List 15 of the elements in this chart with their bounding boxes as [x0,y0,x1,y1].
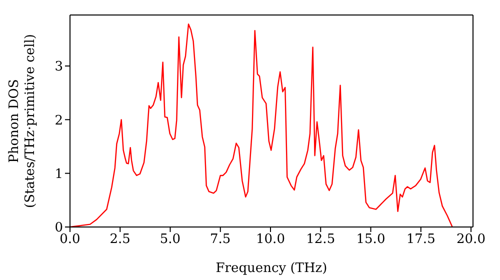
x-tick-label: 2.5 [110,232,130,248]
x-tick-label: 5.0 [160,232,181,248]
x-tick-label: 10.0 [256,232,285,248]
y-axis-title: Phonon DOS (States/THz·primitive cell) [7,34,38,208]
x-tick-label: 15.0 [356,232,386,248]
x-tick-label: 12.5 [306,232,336,248]
x-tick-label: 20.0 [456,232,486,248]
y-tick-label: 1 [54,166,63,182]
y-tick-label: 3 [54,60,63,75]
x-tick-label: 7.5 [210,232,231,248]
x-tick-label: 17.5 [406,232,436,248]
y-tick-label: 2 [54,113,63,128]
x-tick-label: 0.0 [60,232,80,248]
line-series [70,24,453,227]
x-axis-title: Frequency (THz) [216,261,328,276]
